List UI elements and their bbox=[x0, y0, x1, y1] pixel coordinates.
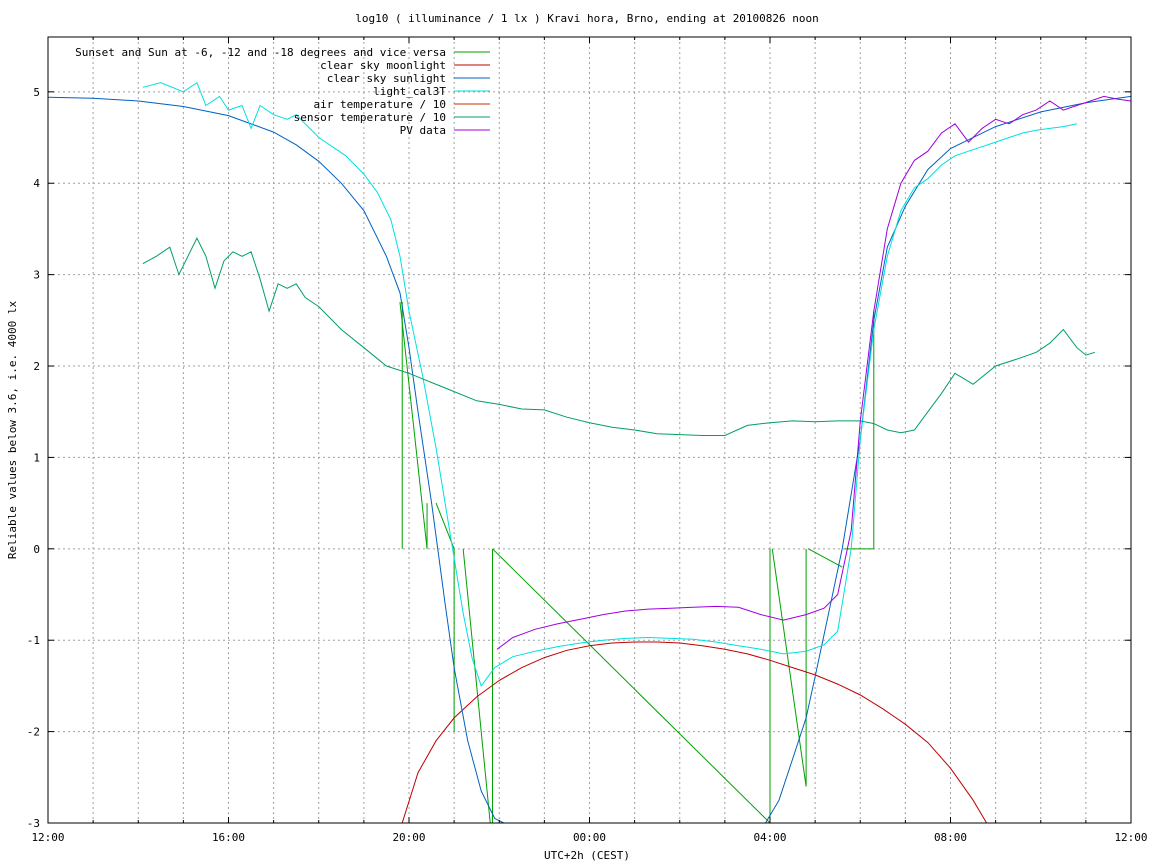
legend-label: PV data bbox=[400, 124, 446, 137]
series-line bbox=[48, 95, 1131, 823]
x-tick-label: 16:00 bbox=[212, 831, 245, 844]
legend-label: light_cal3T bbox=[373, 85, 446, 98]
x-tick-label: 00:00 bbox=[573, 831, 606, 844]
y-tick-label: -2 bbox=[27, 726, 40, 739]
legend-label: clear sky moonlight bbox=[320, 59, 446, 72]
y-tick-label: 2 bbox=[33, 360, 40, 373]
y-tick-label: -3 bbox=[27, 817, 40, 830]
legend-label: clear sky sunlight bbox=[327, 72, 446, 85]
plot-frame bbox=[47, 36, 1132, 824]
sun-event-marker bbox=[399, 301, 428, 549]
legend-label: Sunset and Sun at -6, -12 and -18 degree… bbox=[75, 46, 446, 59]
x-axis-label: UTC+2h (CEST) bbox=[544, 849, 630, 862]
y-tick-label: 5 bbox=[33, 86, 40, 99]
legend-label: sensor temperature / 10 bbox=[294, 111, 446, 124]
series-line bbox=[142, 81, 1078, 687]
series-layer bbox=[48, 81, 1131, 823]
y-tick-label: 1 bbox=[33, 451, 40, 464]
sun-event-marker bbox=[462, 548, 491, 823]
x-tick-label: 12:00 bbox=[31, 831, 64, 844]
series-line bbox=[142, 236, 1096, 436]
sun-event-marker bbox=[771, 548, 807, 787]
sun-event-marker bbox=[492, 548, 771, 823]
series-line bbox=[401, 641, 988, 823]
x-tick-label: 08:00 bbox=[934, 831, 967, 844]
x-tick-label: 12:00 bbox=[1114, 831, 1147, 844]
sun-event-marker bbox=[808, 548, 843, 568]
y-tick-label: 0 bbox=[33, 543, 40, 556]
legend: Sunset and Sun at -6, -12 and -18 degree… bbox=[75, 46, 490, 137]
series-line bbox=[496, 95, 1131, 650]
y-tick-label: 3 bbox=[33, 269, 40, 282]
y-tick-label: -1 bbox=[27, 634, 40, 647]
legend-label: air temperature / 10 bbox=[314, 98, 446, 111]
axis-layer: -3 -2 -1 0 1 2 3 4 5 12:00 16:00 20:00 00:00 04:00 08:… bbox=[27, 36, 1148, 844]
x-tick-label: 04:00 bbox=[753, 831, 786, 844]
y-tick-label: 4 bbox=[33, 177, 40, 190]
x-tick-label: 20:00 bbox=[392, 831, 425, 844]
grid-layer bbox=[48, 37, 1131, 823]
y-axis-label: Reliable values below 3.6, i.e. 4000 lx bbox=[6, 300, 19, 559]
chart-title: log10 ( illuminance / 1 lx ) Kravi hora,… bbox=[355, 12, 819, 25]
